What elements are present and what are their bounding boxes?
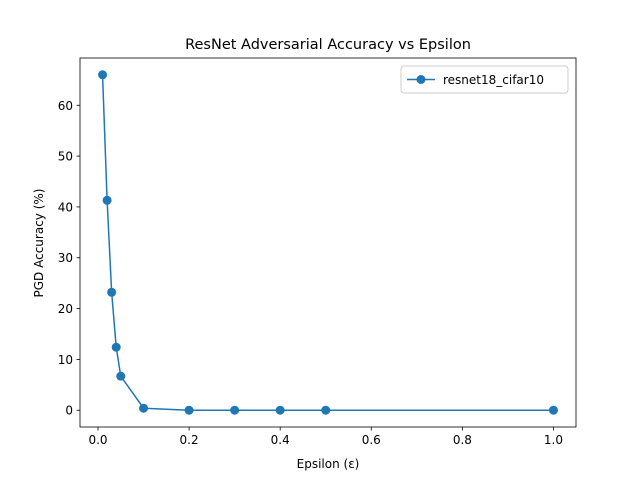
data-point xyxy=(102,195,112,205)
legend: resnet18_cifar10 xyxy=(400,65,569,94)
y-tick-label: 60 xyxy=(58,99,73,113)
y-tick-label: 50 xyxy=(58,150,73,164)
legend-label: resnet18_cifar10 xyxy=(443,73,544,87)
y-axis-label: PGD Accuracy (%) xyxy=(32,189,46,298)
y-tick-label: 40 xyxy=(58,200,73,214)
data-point xyxy=(275,405,285,415)
x-tick-label: 1.0 xyxy=(544,433,563,447)
x-tick-label: 0.4 xyxy=(271,433,290,447)
y-tick-label: 10 xyxy=(58,353,73,367)
data-point xyxy=(98,70,108,80)
data-point xyxy=(139,403,149,413)
x-tick-label: 0.8 xyxy=(453,433,472,447)
y-tick-label: 30 xyxy=(58,251,73,265)
y-tick-label: 20 xyxy=(58,302,73,316)
data-point xyxy=(548,405,558,415)
axes-frame xyxy=(79,57,577,428)
x-tick-label: 0.2 xyxy=(180,433,199,447)
data-point xyxy=(321,405,331,415)
legend-box xyxy=(400,65,569,94)
legend-marker xyxy=(416,75,426,84)
data-point xyxy=(184,405,194,415)
y-tick-label: 0 xyxy=(65,404,73,418)
axes: 0.0 0.2 0.4 0.6 0.8 1.0 0 10 20 30 40 50 60 xyxy=(58,57,577,447)
data-point xyxy=(111,342,121,352)
x-tick-label: 0.6 xyxy=(362,433,381,447)
x-tick-label: 0.0 xyxy=(88,433,107,447)
data-point xyxy=(107,287,117,297)
x-axis-label: Epsilon (ε) xyxy=(297,457,360,471)
data-point xyxy=(230,405,240,415)
data-point xyxy=(116,371,126,381)
chart-title: ResNet Adversarial Accuracy vs Epsilon xyxy=(185,37,471,53)
plot-area xyxy=(98,70,558,415)
